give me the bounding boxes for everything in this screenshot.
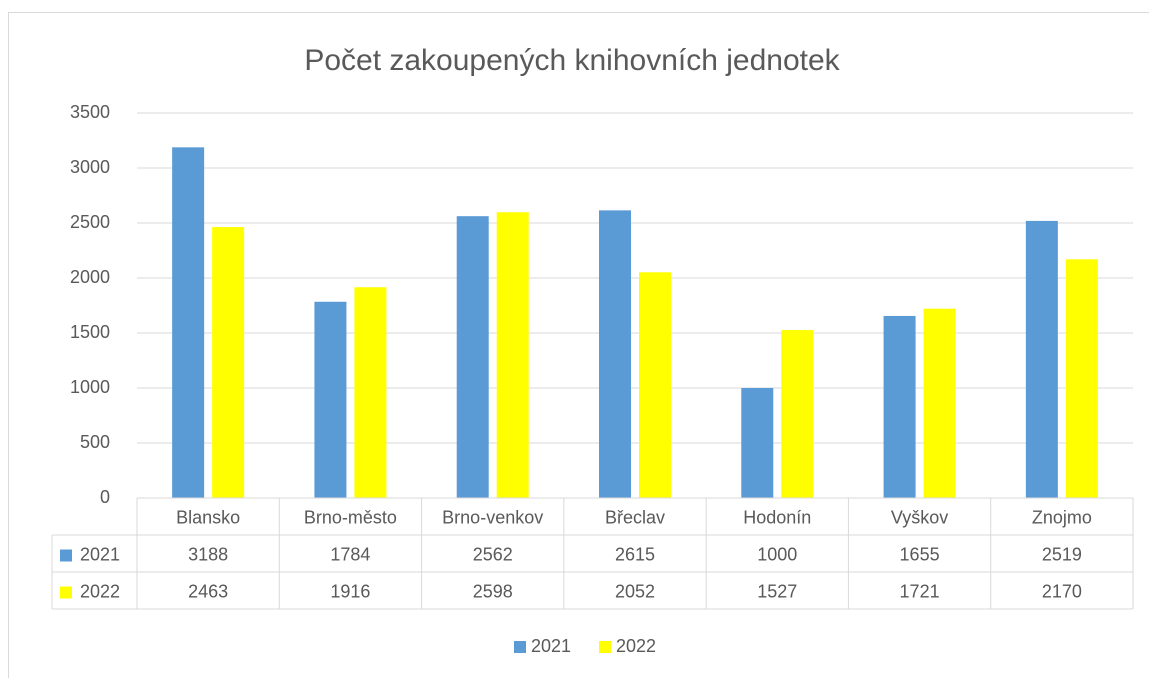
bar [781, 330, 814, 498]
table-value: 1916 [330, 581, 370, 601]
chart-title: Počet zakoupených knihovních jednotek [304, 44, 840, 77]
bar [599, 210, 631, 498]
table-row-label: 2022 [80, 581, 120, 601]
x-tick-label: Vyškov [891, 507, 948, 527]
table-value: 1721 [900, 581, 940, 601]
legend-label: 2022 [616, 636, 656, 656]
table-value: 1784 [330, 544, 370, 564]
table-legend-key [60, 586, 72, 599]
bar [456, 216, 489, 498]
bar [314, 301, 347, 498]
bar [1065, 259, 1098, 498]
bar [883, 315, 916, 498]
bar [354, 287, 387, 498]
table-value: 2170 [1042, 581, 1082, 601]
legend-label: 2021 [531, 636, 571, 656]
y-tick-label: 3500 [70, 102, 110, 122]
x-tick-label: Znojmo [1032, 507, 1092, 527]
table-value: 3188 [188, 544, 228, 564]
bar [741, 388, 774, 498]
table-legend-key [60, 549, 72, 562]
bar [496, 212, 529, 498]
table-value: 2598 [473, 581, 513, 601]
table-value: 2463 [188, 581, 228, 601]
table-value: 2615 [615, 544, 655, 564]
y-tick-label: 1500 [70, 322, 110, 342]
y-tick-label: 1000 [70, 377, 110, 397]
table-value: 2519 [1042, 544, 1082, 564]
table-value: 1000 [757, 544, 797, 564]
table-row-label: 2021 [80, 544, 120, 564]
bar [923, 308, 956, 498]
x-tick-label: Hodonín [743, 507, 811, 527]
x-tick-label: Blansko [176, 507, 240, 527]
x-tick-label: Brno-město [304, 507, 397, 527]
table-value: 1527 [757, 581, 797, 601]
x-tick-label: Brno-venkov [442, 507, 543, 527]
bar [639, 272, 671, 498]
y-tick-label: 0 [100, 487, 110, 507]
legend-key [599, 641, 611, 653]
y-tick-label: 500 [80, 432, 110, 452]
x-tick-label: Břeclav [605, 507, 665, 527]
table-value: 1655 [900, 544, 940, 564]
bar [1025, 220, 1058, 498]
y-tick-label: 2000 [70, 267, 110, 287]
table-value: 2562 [473, 544, 513, 564]
table-value: 2052 [615, 581, 655, 601]
legend-key [514, 641, 526, 653]
bar [212, 227, 245, 498]
bar [172, 147, 205, 498]
y-tick-label: 2500 [70, 212, 110, 232]
y-tick-label: 3000 [70, 157, 110, 177]
